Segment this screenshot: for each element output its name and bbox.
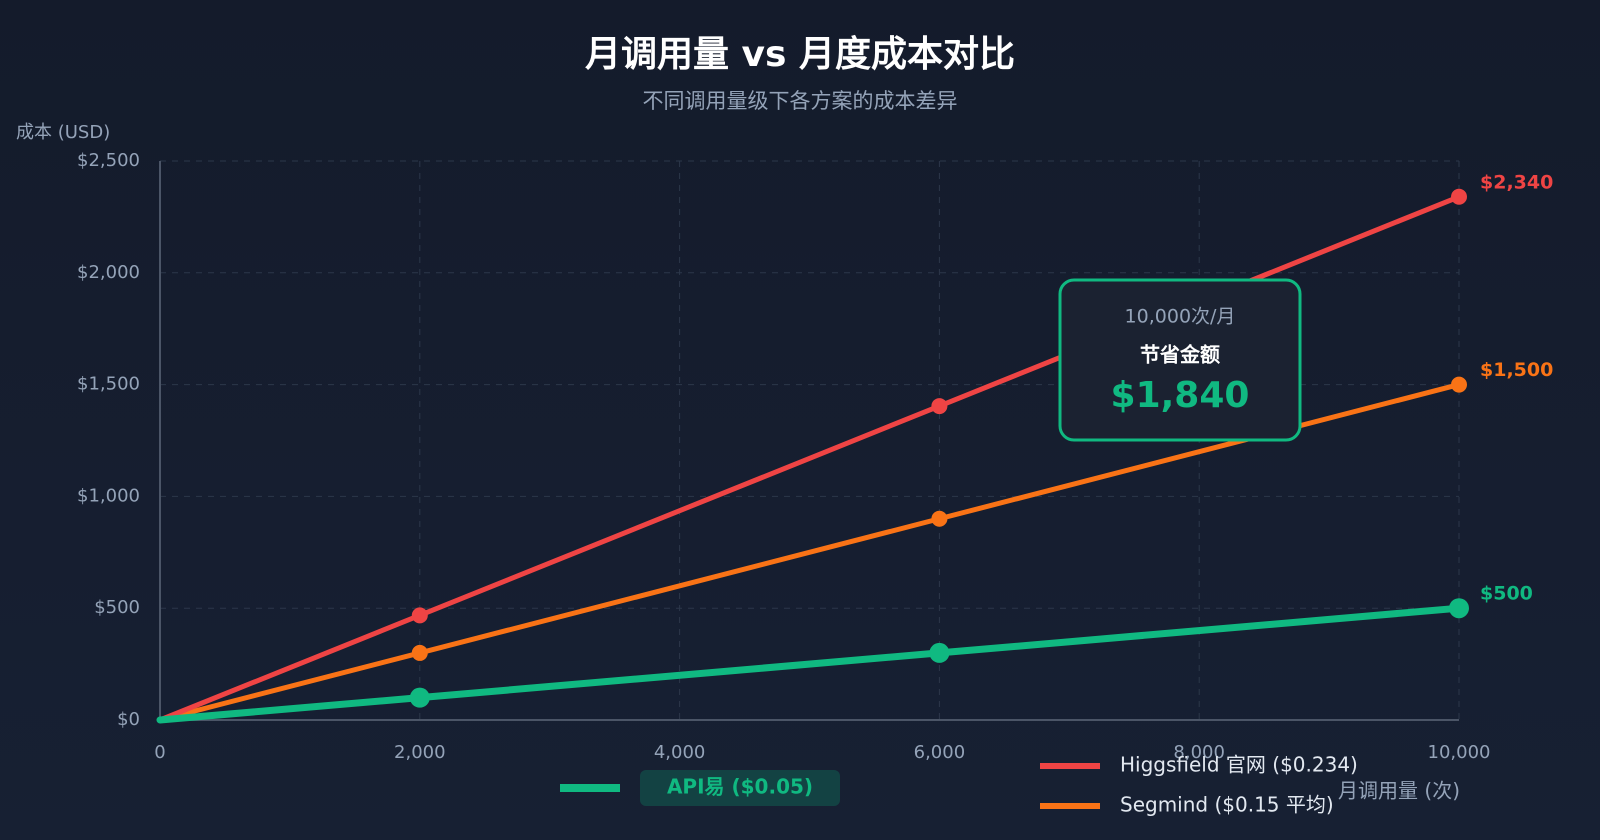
annotation-header: 10,000次/月 xyxy=(1125,306,1236,328)
y-tick-label: $1,500 xyxy=(77,374,140,395)
x-tick-label: 10,000 xyxy=(1428,742,1491,763)
chart-subtitle: 不同调用量级下各方案的成本差异 xyxy=(643,89,958,113)
data-point xyxy=(1449,598,1469,619)
data-point xyxy=(157,717,163,723)
series-line xyxy=(156,604,1463,724)
y-tick-label: $1,000 xyxy=(77,485,140,506)
x-tick-label: 4,000 xyxy=(654,742,706,763)
data-point xyxy=(931,510,948,527)
y-tick-label: $500 xyxy=(94,597,140,618)
data-point xyxy=(411,607,428,624)
data-point xyxy=(931,398,948,415)
annotation-box: 10,000次/月 节省金额 $1,840 xyxy=(1058,278,1302,442)
x-tick-label: 8,000 xyxy=(1173,742,1225,763)
value-label: $1,500 xyxy=(1480,359,1553,381)
x-tick-label: 0 xyxy=(154,742,165,763)
x-tick-label: 6,000 xyxy=(914,742,966,763)
y-axis-label: 成本 (USD) xyxy=(16,122,110,143)
y-tick-label: $0 xyxy=(117,709,140,730)
x-tick-label: 2,000 xyxy=(394,742,446,763)
annotation-value: $1,840 xyxy=(1111,375,1250,416)
legend-highlight xyxy=(640,770,840,806)
data-point xyxy=(929,642,950,663)
annotation-label: 节省金额 xyxy=(1140,343,1220,367)
value-label: $500 xyxy=(1480,583,1533,605)
y-tick-label: $2,500 xyxy=(77,150,140,171)
series-line xyxy=(157,194,1462,723)
data-point xyxy=(1451,188,1467,205)
data-point xyxy=(1451,376,1467,393)
chart-title: 月调用量 vs 月度成本对比 xyxy=(585,34,1015,75)
data-point xyxy=(411,644,428,661)
legend-label: Segmind ($0.15 平均) xyxy=(1120,793,1334,817)
y-tick-label: $2,000 xyxy=(77,262,140,283)
data-point xyxy=(409,687,430,708)
x-axis-label: 月调用量 (次) xyxy=(1338,779,1460,803)
legend-label: Higgsfield 官网 ($0.234) xyxy=(1120,753,1358,777)
legend-label: API易 ($0.05) xyxy=(667,775,813,799)
series-line xyxy=(157,382,1462,723)
value-label: $2,340 xyxy=(1480,171,1553,193)
annotation-frame xyxy=(1058,278,1302,442)
